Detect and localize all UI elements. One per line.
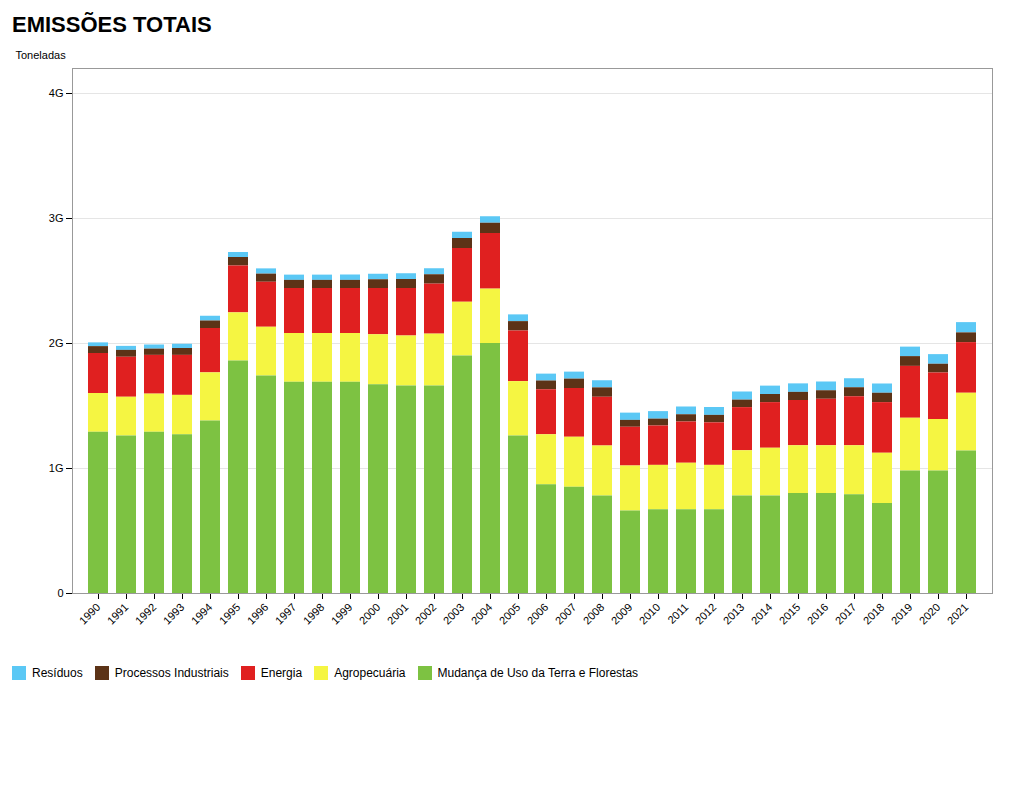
html-text:EMISSÕES TOTAIS: EMISSÕES TOTAIS (12, 12, 212, 37)
svg-text:2000: 2000 (357, 601, 383, 627)
svg-text:2013: 2013 (721, 601, 747, 627)
svg-text:2018: 2018 (861, 601, 887, 627)
svg-text:2008: 2008 (581, 601, 607, 627)
svg-text:1992: 1992 (133, 601, 159, 627)
svg-text:1G: 1G (49, 462, 64, 474)
svg-text:Toneladas: Toneladas (16, 49, 67, 61)
svg-text:2012: 2012 (693, 601, 719, 627)
svg-text:2010: 2010 (637, 601, 663, 627)
svg-text:2011: 2011 (665, 601, 690, 626)
svg-text:1995: 1995 (217, 601, 243, 627)
svg-text:1996: 1996 (245, 601, 271, 627)
svg-text:2004: 2004 (469, 601, 495, 627)
svg-text:1993: 1993 (161, 601, 187, 627)
svg-text:2017: 2017 (833, 601, 859, 627)
svg-text:1994: 1994 (189, 601, 215, 627)
html-text:Processos Industriais: Processos Industriais (114, 665, 229, 680)
svg-text:1990: 1990 (77, 601, 103, 627)
svg-text:2019: 2019 (889, 601, 915, 627)
svg-text:1999: 1999 (329, 601, 355, 627)
svg-text:2003: 2003 (441, 601, 467, 627)
html-text:Mudança de Uso da Terra e Flor: Mudança de Uso da Terra e Florestas (437, 665, 639, 680)
svg-text:4G: 4G (49, 87, 64, 99)
svg-text:2021: 2021 (945, 601, 971, 627)
svg-text:3G: 3G (49, 212, 64, 224)
svg-text:2009: 2009 (609, 601, 635, 627)
svg-text:2020: 2020 (917, 601, 943, 627)
html-text:Resíduos: Resíduos (32, 665, 83, 680)
svg-text:2002: 2002 (413, 601, 439, 627)
svg-text:2007: 2007 (553, 601, 579, 627)
svg-text:2014: 2014 (749, 601, 775, 627)
svg-text:2005: 2005 (497, 601, 523, 627)
svg-text:1998: 1998 (301, 601, 327, 627)
svg-text:1997: 1997 (273, 601, 299, 627)
svg-text:2015: 2015 (777, 601, 803, 627)
html-text:Agropecuária: Agropecuária (334, 665, 406, 680)
svg-text:0: 0 (57, 587, 63, 599)
svg-text:2G: 2G (49, 337, 64, 349)
svg-text:1991: 1991 (105, 601, 131, 627)
svg-text:2001: 2001 (385, 601, 411, 627)
html-text:Energia: Energia (260, 665, 303, 680)
svg-text:2016: 2016 (805, 601, 831, 627)
svg-text:2006: 2006 (525, 601, 551, 627)
